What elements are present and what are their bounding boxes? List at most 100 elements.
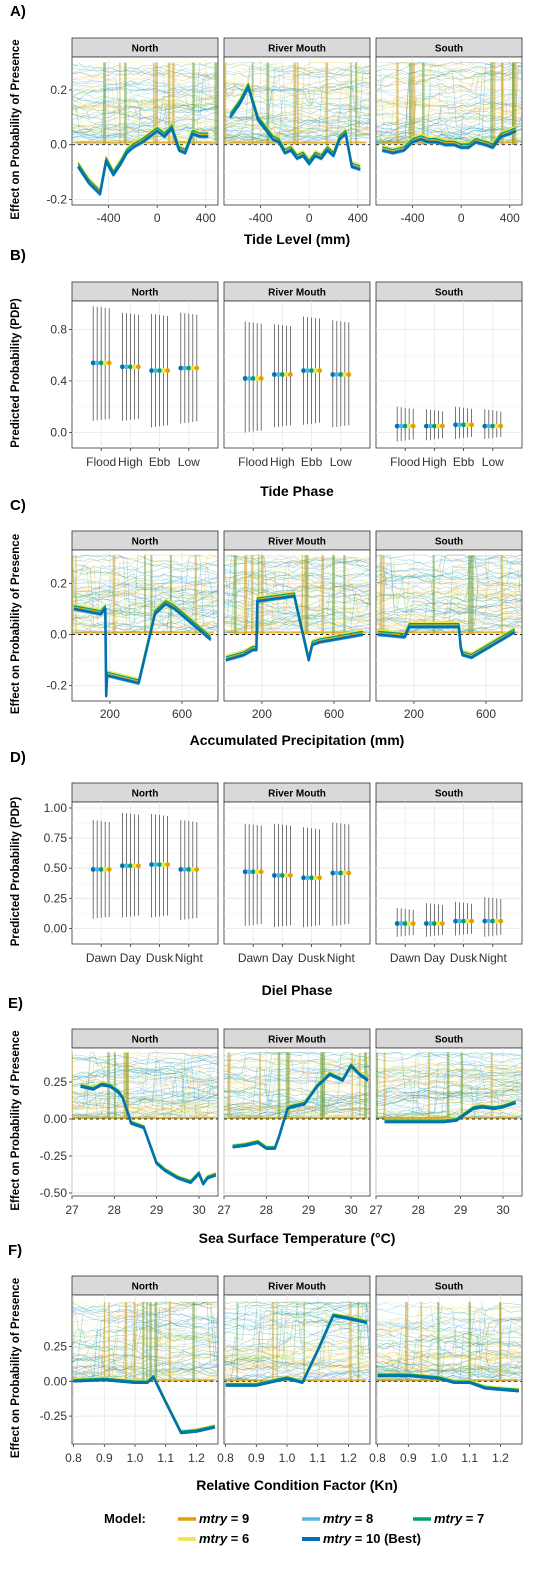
ice-curve (72, 1092, 218, 1112)
x-tick-label: 1.2 (340, 1451, 357, 1465)
y-axis-title: Effect on Probability of Presence (10, 534, 22, 714)
ice-curve (224, 1103, 370, 1113)
x-tick-label: -400 (248, 211, 272, 225)
y-tick-label: 0.8 (50, 322, 67, 336)
pdp-point (127, 364, 133, 370)
ice-curve (376, 71, 522, 83)
x-tick-label: -400 (96, 211, 120, 225)
y-tick-label: -0.50 (40, 1186, 68, 1200)
ice-curve (224, 561, 370, 575)
ice-curve (224, 1324, 370, 1348)
ice-curve (224, 1082, 370, 1098)
ice-curve (224, 559, 370, 605)
pdp-point (342, 372, 348, 377)
ice-curve (72, 1090, 218, 1098)
ice-curve (224, 1337, 370, 1350)
pdp-line-model (225, 590, 363, 657)
ice-curve (224, 1316, 370, 1378)
ice-curve (376, 1350, 522, 1360)
pdp-point (453, 918, 458, 924)
ice-curve (224, 1302, 370, 1367)
pdp-point (398, 921, 404, 926)
y-tick-label: 0.00 (44, 921, 68, 935)
ice-curve (376, 555, 522, 599)
ice-curve (72, 1058, 218, 1066)
ice-curve (224, 1318, 370, 1366)
pdp-point (153, 862, 159, 867)
pdp-point (161, 862, 167, 867)
legend-entry-label: mtry = 6 (199, 1531, 249, 1546)
pdp-point (254, 869, 260, 875)
pdp-line-model (80, 1083, 217, 1186)
ice-curve (376, 557, 522, 616)
plot-content (224, 1052, 370, 1151)
plot-content (72, 554, 218, 698)
ice-curve (224, 1112, 370, 1119)
ice-curves (72, 1052, 218, 1119)
ice-curve (224, 567, 370, 582)
x-tick-label: 30 (344, 1203, 358, 1217)
pdp-point (482, 423, 488, 429)
y-tick-label: 0.0 (50, 628, 67, 642)
pdp-point (338, 372, 344, 377)
pdp-point (194, 867, 200, 872)
ice-curve (72, 1052, 218, 1105)
ice-curve (224, 1056, 370, 1073)
ice-curve (224, 556, 370, 634)
plot-content (394, 406, 504, 442)
ice-curve (376, 91, 522, 109)
ice-curve (376, 588, 522, 598)
ice-curve (376, 1325, 522, 1337)
ice-curve (224, 1301, 370, 1362)
ice-curve (376, 1333, 522, 1348)
pdp-point (106, 360, 112, 366)
pdp-point (94, 867, 100, 872)
ice-curve (376, 1365, 522, 1380)
pdp-point (406, 423, 412, 429)
ice-curve (376, 70, 522, 141)
pdp-point (490, 918, 496, 924)
y-tick-label: -0.25 (40, 1409, 68, 1423)
pdp-point (106, 867, 112, 872)
pdp-point (242, 869, 248, 875)
ice-curve (376, 590, 522, 600)
plot-content (376, 1301, 522, 1393)
ice-curve (224, 569, 370, 581)
ice-curve (72, 1078, 218, 1096)
y-tick-label: 1.00 (44, 801, 68, 815)
legend-entry-label: mtry = 8 (323, 1511, 373, 1526)
facet-strip-label: North (132, 789, 159, 800)
pdp-point (161, 368, 167, 373)
ice-curve (224, 1062, 370, 1119)
ice-curve (224, 582, 370, 604)
panel-label: D) (10, 749, 26, 766)
pdp-point (486, 423, 492, 429)
ice-curve (224, 1301, 370, 1323)
ice-curve (224, 568, 370, 622)
pdp-point (288, 873, 293, 878)
y-tick-label: 0.50 (44, 861, 68, 875)
x-tick-label: 1.0 (279, 1451, 296, 1465)
ice-curve (72, 1065, 218, 1099)
ice-curve (224, 1341, 370, 1359)
ice-curve (376, 1364, 522, 1374)
panel-label: A) (10, 3, 26, 20)
ice-curve (224, 1320, 370, 1349)
plot-area (223, 549, 371, 702)
ice-curve (224, 1356, 370, 1374)
ice-curve (224, 582, 370, 600)
ice-curve (72, 1103, 218, 1119)
ice-curve (224, 1352, 370, 1361)
ice-curve (224, 1100, 370, 1115)
plot-area (71, 801, 219, 945)
ice-curve (376, 1356, 522, 1373)
ice-curve (376, 566, 522, 589)
x-tick-label: 1.2 (492, 1451, 509, 1465)
ice-curve (224, 1056, 370, 1069)
legend-entry-name: mtry (199, 1531, 228, 1546)
ice-curve (224, 1096, 370, 1112)
ice-curve (224, 591, 370, 624)
pdp-point (254, 376, 260, 381)
x-axis-title: Tide Level (mm) (244, 231, 350, 247)
x-tick-label: 200 (100, 707, 120, 721)
